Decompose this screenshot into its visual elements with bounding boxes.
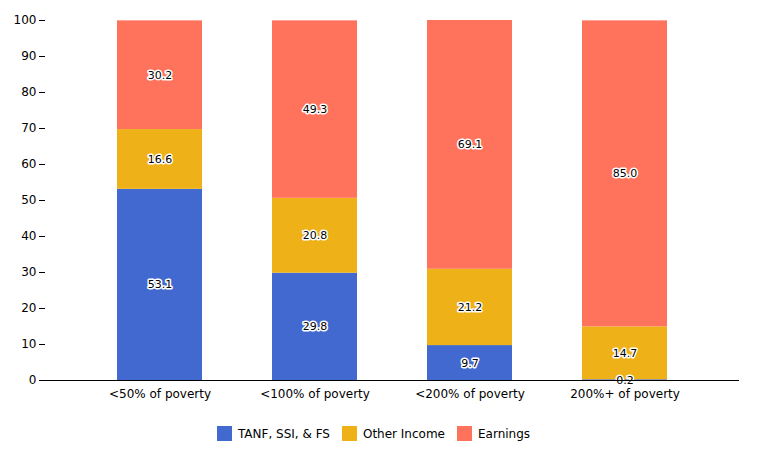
svg-text:69.1: 69.1 <box>458 138 483 151</box>
svg-text:40: 40 <box>21 229 36 243</box>
svg-text:49.3: 49.3 <box>303 103 328 116</box>
svg-text:80: 80 <box>21 85 36 99</box>
svg-text:53.1: 53.1 <box>148 278 173 291</box>
svg-text:200%+ of poverty: 200%+ of poverty <box>570 387 680 401</box>
svg-text:10: 10 <box>21 337 36 351</box>
html-text:Earnings: Earnings <box>478 426 531 441</box>
svg-text:9.7: 9.7 <box>461 357 479 370</box>
svg-text:50: 50 <box>21 193 36 207</box>
html-text:Other Income: Other Income <box>362 426 445 441</box>
svg-text:30.2: 30.2 <box>148 69 173 82</box>
svg-text:21.2: 21.2 <box>458 301 483 314</box>
svg-text:29.8: 29.8 <box>303 320 328 333</box>
svg-text:30: 30 <box>21 265 36 279</box>
svg-text:<100% of poverty: <100% of poverty <box>260 387 370 401</box>
svg-text:60: 60 <box>21 157 36 171</box>
svg-text:100: 100 <box>14 13 37 27</box>
svg-text:20: 20 <box>21 301 36 315</box>
svg-text:<50% of poverty: <50% of poverty <box>109 387 211 401</box>
svg-text:<200% of poverty: <200% of poverty <box>415 387 525 401</box>
svg-text:20.8: 20.8 <box>303 229 328 242</box>
svg-text:90: 90 <box>21 49 36 63</box>
svg-text:0: 0 <box>29 373 37 387</box>
svg-text:70: 70 <box>21 121 36 135</box>
html-text:TANF, SSI, & FS: TANF, SSI, & FS <box>237 426 330 441</box>
svg-text:85.0: 85.0 <box>613 167 638 180</box>
svg-text:16.6: 16.6 <box>148 153 173 166</box>
svg-text:14.7: 14.7 <box>613 347 638 360</box>
svg-text:0.2: 0.2 <box>616 373 634 387</box>
